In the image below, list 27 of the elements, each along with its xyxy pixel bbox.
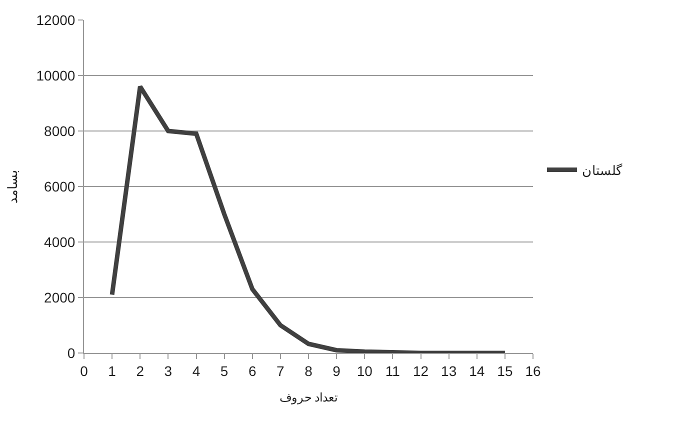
legend-label: گلستان bbox=[582, 162, 623, 178]
x-tick-label: 4 bbox=[192, 362, 200, 379]
x-axis-title: تعداد حروف bbox=[279, 390, 338, 405]
y-tick-label: 6000 bbox=[44, 178, 76, 194]
x-tick-label: 14 bbox=[469, 362, 485, 379]
x-tick-label: 8 bbox=[304, 362, 313, 379]
x-tick-label: 5 bbox=[220, 362, 228, 379]
y-tick-label: 4000 bbox=[44, 234, 76, 250]
x-tick-label: 12 bbox=[412, 362, 429, 379]
x-tick-label: 9 bbox=[332, 362, 341, 379]
y-tick-label: 0 bbox=[67, 344, 76, 361]
y-axis-title: بسامد bbox=[5, 170, 20, 204]
x-tick-label: 11 bbox=[385, 362, 400, 379]
y-tick-label: 8000 bbox=[44, 122, 76, 139]
y-tick-label: 2000 bbox=[44, 289, 76, 306]
x-tick-label: 0 bbox=[80, 362, 88, 379]
x-tick-label: 15 bbox=[497, 362, 513, 379]
y-tick-label: 10000 bbox=[36, 67, 76, 84]
x-tick-label: 10 bbox=[356, 362, 373, 379]
x-tick-label: 1 bbox=[108, 362, 116, 379]
x-tick-label: 3 bbox=[164, 362, 172, 379]
x-tick-label: 13 bbox=[441, 362, 457, 379]
x-tick-label: 16 bbox=[525, 362, 541, 379]
y-tick-label: 12000 bbox=[36, 12, 76, 28]
x-tick-label: 6 bbox=[248, 362, 256, 379]
x-tick-label: 7 bbox=[276, 362, 285, 379]
x-tick-label: 2 bbox=[136, 362, 144, 379]
